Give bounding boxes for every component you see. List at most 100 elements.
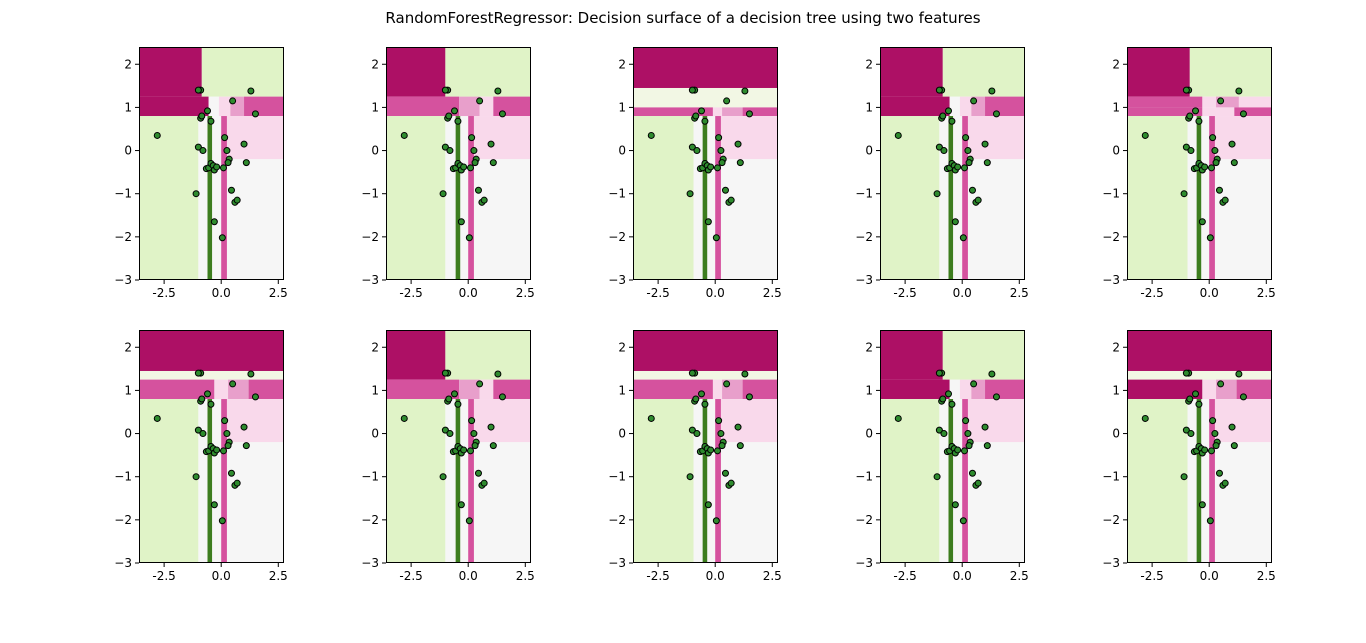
decision-region — [1127, 47, 1190, 97]
y-tick-label: −1 — [361, 187, 379, 201]
decision-region — [201, 47, 284, 97]
data-point — [951, 501, 959, 509]
decision-region — [633, 330, 778, 371]
data-point — [210, 218, 218, 226]
y-tick-label: 1 — [865, 383, 873, 397]
y-tick-label: 0 — [124, 144, 132, 158]
data-point — [480, 479, 488, 487]
data-point — [712, 234, 720, 242]
data-point — [698, 107, 706, 115]
data-point — [647, 414, 655, 422]
y-tick-label: 1 — [618, 383, 626, 397]
data-point — [965, 159, 973, 167]
decision-region — [207, 116, 213, 280]
data-point — [460, 446, 468, 454]
y-tick-label: −2 — [361, 513, 379, 527]
data-point — [723, 97, 731, 105]
decision-region — [1216, 96, 1239, 108]
data-point — [894, 131, 902, 139]
decision-region — [702, 116, 708, 280]
y-tick-label: 2 — [371, 340, 379, 354]
subplot-1: 2 1 0 −1 −2 −3 -2.5 0.0 2.5 — [114, 47, 288, 300]
decision-region — [962, 399, 968, 563]
data-point — [1182, 426, 1190, 434]
data-point — [1211, 430, 1219, 438]
data-point — [741, 370, 749, 378]
data-point — [498, 393, 506, 401]
decision-region — [967, 399, 1025, 443]
data-point — [736, 159, 744, 167]
data-point — [715, 134, 723, 142]
decision-region — [633, 379, 713, 400]
data-point — [198, 112, 206, 120]
x-tick-label: 0.0 — [212, 286, 231, 300]
data-point — [1215, 186, 1223, 194]
data-point — [1182, 369, 1190, 377]
data-point — [474, 186, 482, 194]
x-tick-label: -2.5 — [1140, 286, 1163, 300]
data-point — [1206, 517, 1214, 525]
data-point — [736, 442, 744, 450]
data-point — [400, 131, 408, 139]
data-point — [1195, 117, 1203, 125]
x-tick-label: 2.5 — [763, 286, 782, 300]
decision-region — [880, 96, 950, 117]
data-point — [210, 501, 218, 509]
decision-region — [942, 330, 1025, 380]
axes-frame — [633, 330, 778, 563]
y-tick-label: 2 — [371, 57, 379, 71]
decision-region — [720, 116, 778, 160]
y-tick-label: 1 — [124, 383, 132, 397]
data-point — [704, 218, 712, 226]
data-point — [983, 159, 991, 167]
data-point — [251, 110, 259, 118]
data-point — [1239, 110, 1247, 118]
decision-region — [693, 399, 703, 563]
x-tick-label: -2.5 — [399, 286, 422, 300]
axes-frame — [1127, 47, 1272, 280]
decision-region — [207, 399, 213, 563]
y-tick-label: 0 — [1112, 144, 1120, 158]
decision-region — [468, 116, 474, 280]
data-point — [1209, 134, 1217, 142]
decision-region — [386, 96, 460, 117]
data-point — [717, 430, 725, 438]
data-point — [951, 218, 959, 226]
data-point — [194, 426, 202, 434]
data-point — [1187, 147, 1195, 155]
decision-region — [1187, 116, 1197, 280]
y-tick-label: −1 — [608, 187, 626, 201]
data-point — [945, 107, 953, 115]
y-tick-label: 1 — [371, 383, 379, 397]
y-tick-label: −2 — [855, 513, 873, 527]
data-point — [1209, 417, 1217, 425]
decision-region — [218, 96, 231, 117]
data-point — [717, 147, 725, 155]
data-point — [734, 140, 742, 148]
decision-region — [880, 399, 940, 563]
data-point — [446, 147, 454, 155]
decision-region — [226, 442, 284, 563]
data-point — [223, 430, 231, 438]
data-point — [207, 117, 215, 125]
decision-region — [1127, 330, 1272, 371]
decision-region — [386, 47, 446, 97]
data-point — [480, 196, 488, 204]
y-tick-label: 1 — [124, 100, 132, 114]
decision-region — [939, 116, 950, 280]
data-point — [741, 87, 749, 95]
decision-region — [880, 379, 950, 400]
axes-frame — [880, 47, 1025, 280]
data-point — [965, 442, 973, 450]
subplot-5: 2 1 0 −1 −2 −3 -2.5 0.0 2.5 — [1102, 47, 1276, 300]
data-point — [251, 393, 259, 401]
data-point — [1192, 107, 1200, 115]
subplot-8: 2 1 0 −1 −2 −3 -2.5 0.0 2.5 — [608, 330, 782, 583]
decision-region — [226, 116, 284, 160]
data-point — [229, 97, 237, 105]
data-point — [489, 159, 497, 167]
x-tick-label: 0.0 — [459, 569, 478, 583]
decision-region — [139, 330, 284, 371]
data-point — [192, 190, 200, 198]
data-point — [692, 112, 700, 120]
